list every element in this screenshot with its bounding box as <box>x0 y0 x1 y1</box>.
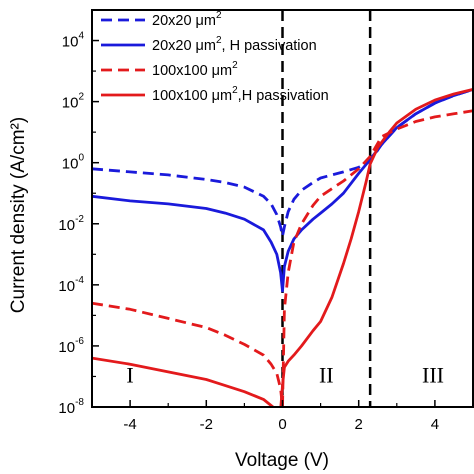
legend-label: 100x100 μm2 <box>152 60 238 79</box>
y-tick-label: 10-4 <box>58 275 84 295</box>
region-label: III <box>422 363 444 388</box>
region-labels: I II III <box>126 363 444 388</box>
x-tick-label: -4 <box>123 416 136 433</box>
y-tick-label: 100 <box>62 153 85 173</box>
series-line-1 <box>92 88 474 293</box>
y-tick-label: 102 <box>62 92 85 112</box>
x-tick-label: 4 <box>431 416 439 433</box>
region-label: I <box>126 363 133 388</box>
x-tick-label: 2 <box>355 416 363 433</box>
legend-label: 100x100 μm2,H passivation <box>152 85 329 104</box>
region-label: II <box>319 363 334 388</box>
x-tick-label: -2 <box>200 416 213 433</box>
y-tick-label: 10-8 <box>58 397 84 417</box>
x-tick-label: 0 <box>278 416 286 433</box>
legend-label: 20x20 μm2 <box>152 10 222 29</box>
series-group <box>92 88 474 407</box>
y-tick-label: 10-6 <box>58 336 84 356</box>
legend-label: 20x20 μm2, H passivation <box>152 35 317 54</box>
y-axis-title: Current density (A/cm²) <box>8 117 29 313</box>
series-line-3 <box>92 88 474 407</box>
region-divider-lines <box>281 10 372 407</box>
y-axis: 10-8 10-6 10-4 10-2 100 102 104 <box>58 9 99 417</box>
x-axis: -4 -2 0 2 4 <box>91 400 474 433</box>
y-tick-label: 104 <box>62 31 85 51</box>
legend: 20x20 μm2 20x20 μm2, H passivation 100x100… <box>101 10 329 104</box>
y-tick-label: 10-2 <box>58 214 84 234</box>
x-axis-title: Voltage (V) <box>235 450 329 471</box>
series-line-2 <box>92 109 474 407</box>
